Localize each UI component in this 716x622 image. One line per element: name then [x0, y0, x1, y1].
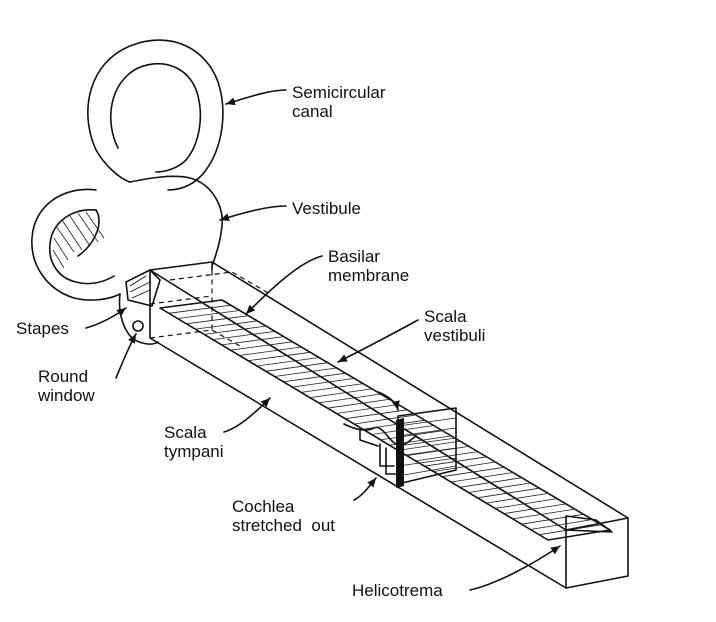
basilar-membrane-hatch-line	[433, 461, 496, 472]
basilar-membrane-hatch-line	[459, 477, 522, 488]
basilar-membrane-hatch-line	[239, 346, 302, 356]
label-cochlea-stretched-out-line2: stretched out	[232, 516, 335, 535]
semicircular-canal-shape	[87, 39, 224, 191]
leader-lines	[85, 89, 561, 591]
label-stapes: Stapes	[16, 319, 69, 338]
basilar-membrane-hatch-line	[212, 331, 275, 340]
basilar-membrane-hatch-line	[301, 383, 364, 393]
cochlear-spiral-shape	[31, 188, 121, 301]
round-window-shape	[132, 320, 144, 332]
basilar-membrane-hatch-line	[318, 393, 381, 404]
basilar-membrane-hatch-line	[256, 357, 320, 367]
label-helicotrema: Helicotrema	[352, 581, 443, 600]
basilar-membrane-hatch-line	[450, 472, 514, 483]
label-scala-tympani-line2: tympani	[164, 442, 224, 461]
label-basilar-membrane-line2: membrane	[328, 266, 409, 285]
label-scala-vestibuli: Scala vestibuli	[424, 307, 485, 345]
basilar-membrane-hatch-line	[195, 320, 258, 330]
label-scala-vestibuli-line1: Scala	[424, 307, 467, 326]
label-semicircular-canal-line2: canal	[292, 102, 333, 121]
cross-section-partition	[377, 391, 457, 488]
label-scala-vestibuli-line2: vestibuli	[424, 326, 485, 345]
basilar-membrane-hatch-line	[274, 367, 337, 377]
label-round-window-line1: Round	[38, 367, 88, 386]
basilar-membrane-hatch-line	[468, 482, 531, 493]
basilar-membrane-hatch-line	[292, 378, 355, 388]
label-basilar-membrane-line1: Basilar	[328, 247, 380, 266]
label-basilar-membrane: Basilar membrane	[328, 247, 409, 285]
cochlea-box	[149, 261, 629, 589]
label-scala-tympani-line1: Scala	[164, 423, 207, 442]
basilar-membrane-hatch-line	[177, 310, 240, 319]
basilar-membrane-hatch-line	[442, 466, 505, 478]
label-cochlea-stretched-out: Cochlea stretched out	[232, 497, 335, 535]
basilar-membrane-hatch-line	[327, 398, 390, 409]
basilar-membrane-hatch-line	[248, 351, 311, 362]
stapes-shape	[118, 269, 161, 345]
label-round-window: Round window	[37, 367, 95, 405]
basilar-membrane-hatch-line	[477, 487, 540, 499]
label-vestibule: Vestibule	[292, 199, 361, 218]
label-scala-tympani: Scala tympani	[164, 423, 224, 461]
label-cochlea-stretched-out-line1: Cochlea	[232, 497, 295, 516]
basilar-membrane-hatch-line	[503, 503, 566, 514]
label-round-window-line2: window	[37, 386, 95, 405]
basilar-membrane-hatch-line	[336, 404, 399, 414]
basilar-membrane-hatch-line	[530, 519, 593, 530]
basilar-membrane-hatch-line	[380, 430, 443, 441]
basilar-membrane-hatch-line	[353, 414, 417, 425]
basilar-membrane-hatch-line	[204, 325, 267, 335]
basilar-membrane-hatch-line	[168, 304, 231, 314]
basilar-membrane-hatch-line	[265, 362, 328, 372]
basilar-membrane-hatch-line	[221, 336, 284, 346]
basilar-membrane-hatch-line	[495, 498, 558, 509]
label-semicircular-canal: Semicircular canal	[292, 83, 386, 121]
basilar-membrane-hatch-line	[512, 508, 575, 520]
basilar-membrane-hatch-line	[406, 446, 469, 456]
basilar-membrane-hatch-line	[398, 440, 461, 451]
basilar-membrane-hatch-line	[345, 409, 408, 420]
basilar-membrane-hatch-line	[283, 372, 346, 383]
helicotrema-shape	[565, 515, 613, 533]
basilar-membrane-hatch-line	[415, 451, 478, 462]
basilar-membrane-hatch-line	[486, 493, 549, 504]
vestibule-shape	[129, 175, 223, 271]
label-semicircular-canal-line1: Semicircular	[292, 83, 386, 102]
basilar-membrane-hatch-line	[521, 513, 584, 525]
basilar-membrane-hatch-line	[309, 388, 372, 398]
basilar-membrane-shape	[159, 299, 611, 541]
basilar-membrane-hatch-line	[230, 341, 293, 351]
basilar-membrane-hatch-line	[186, 315, 249, 325]
